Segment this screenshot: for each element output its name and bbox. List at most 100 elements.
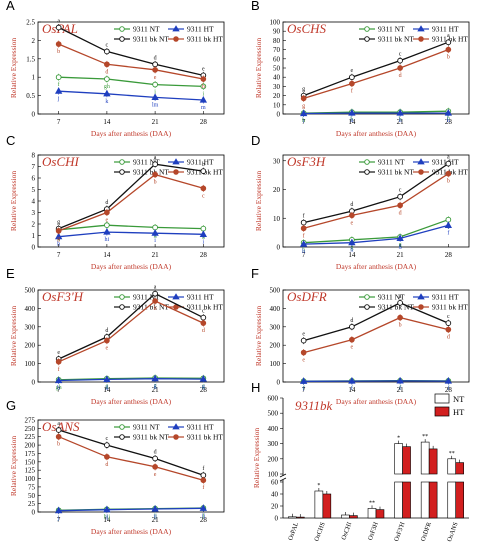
data-point xyxy=(54,376,63,384)
y-tick-label: 200 xyxy=(25,342,36,350)
legend-marker xyxy=(119,294,125,300)
x-axis-label: Days after anthesis (DAA) xyxy=(336,397,417,406)
plot-frame xyxy=(37,21,225,115)
series-line xyxy=(303,316,449,354)
bar xyxy=(447,458,457,475)
x-axis-label: Days after anthesis (DAA) xyxy=(336,129,417,138)
significance-letter: a xyxy=(57,421,60,427)
x-tick-label: 21 xyxy=(152,516,160,524)
legend-label: HT xyxy=(453,407,465,417)
data-point xyxy=(300,95,307,102)
y-tick-label: 60 xyxy=(271,479,279,487)
data-point xyxy=(397,300,403,306)
y-axis-label: Relative Expression xyxy=(254,38,263,98)
significance-letter: b xyxy=(447,179,450,185)
y-tick-label: 500 xyxy=(270,287,281,295)
data-point xyxy=(397,57,403,64)
x-tick-label: 21 xyxy=(397,251,405,259)
bar xyxy=(420,481,430,519)
legend-marker xyxy=(172,293,180,300)
significance-letter: c xyxy=(202,193,205,199)
bar xyxy=(394,443,403,475)
data-point xyxy=(397,65,403,71)
data-point xyxy=(200,83,207,90)
panel-h: H 100 200 300 400 500 600 0 20 40 60 Relative Expre… xyxy=(251,380,469,543)
significance-letter: h xyxy=(302,118,305,124)
y-tick-label: 100 xyxy=(25,475,36,483)
data-point xyxy=(445,46,452,53)
category-label: OsF3'H xyxy=(393,521,407,542)
axis-break-mark xyxy=(279,473,287,478)
significance-letter: f xyxy=(303,232,305,239)
data-point xyxy=(299,377,308,384)
data-point xyxy=(55,228,62,234)
y-axis-label: Relative Expression xyxy=(252,428,261,488)
y-tick-label: 6 xyxy=(32,175,36,183)
y-tick-label: 0 xyxy=(275,515,279,523)
x-axis-label: Days after anthesis (DAA) xyxy=(91,262,172,271)
significance-letter: d xyxy=(105,462,108,468)
x-axis-label: Days after anthesis (DAA) xyxy=(91,397,172,406)
x-tick-label: 14 xyxy=(103,516,111,524)
legend-label: 9311 HT xyxy=(187,158,214,167)
significance-letter: d xyxy=(350,318,353,324)
significance-letter: i xyxy=(154,238,156,244)
y-tick-label: 7 xyxy=(32,163,36,171)
significance-letter: f xyxy=(351,385,353,392)
gene-title: OsCHI xyxy=(42,154,80,169)
bar xyxy=(288,516,297,519)
plot-frame xyxy=(37,419,225,513)
legend-label: 9311 bk NT xyxy=(378,35,414,44)
legend-label: 9311 NT xyxy=(378,293,405,302)
gene-title: OsDFR xyxy=(287,289,327,304)
legend-label: 9311 HT xyxy=(187,25,214,34)
y-tick-label: 70 xyxy=(273,46,281,54)
y-tick-label: 30 xyxy=(273,157,281,165)
significance-letter: b xyxy=(57,442,60,448)
panel-letter: F xyxy=(251,266,259,281)
legend-marker xyxy=(364,159,370,165)
series-line xyxy=(58,173,204,232)
legend-marker xyxy=(418,169,424,175)
x-tick-label: 7 xyxy=(57,386,61,394)
chart-title: 9311bk xyxy=(295,398,333,413)
data-point xyxy=(396,376,404,384)
data-point xyxy=(396,109,404,116)
significance-mark: * xyxy=(397,436,400,442)
series-line xyxy=(303,224,449,245)
significance-letter: a xyxy=(447,155,450,161)
y-tick-label: 2 xyxy=(32,221,36,229)
significance-letter: e xyxy=(106,346,109,352)
data-point xyxy=(200,225,207,232)
significance-letter: g xyxy=(202,384,205,390)
data-point xyxy=(151,229,159,236)
x-tick-label: 28 xyxy=(200,251,208,259)
legend-marker xyxy=(173,169,179,175)
x-tick-label: 7 xyxy=(302,386,306,394)
legend-label: 9311 bk HT xyxy=(187,433,223,442)
significance-letter: f xyxy=(303,385,305,392)
significance-letter: h xyxy=(447,118,450,124)
legend-marker xyxy=(172,158,180,165)
significance-letter: g xyxy=(105,384,108,390)
significance-letter: b xyxy=(399,323,402,329)
legend-label: 9311 NT xyxy=(133,158,160,167)
y-tick-label: 20 xyxy=(273,92,281,100)
legend-label: 9311 bk NT xyxy=(378,168,414,177)
bar xyxy=(367,508,377,519)
gene-title: OsF3H xyxy=(287,154,326,169)
data-point xyxy=(349,80,355,87)
x-tick-label: 14 xyxy=(103,386,111,394)
data-point xyxy=(104,337,110,344)
data-point xyxy=(397,202,403,209)
legend-label: 9311 HT xyxy=(187,293,214,302)
x-tick-label: 28 xyxy=(445,386,453,394)
data-point xyxy=(104,222,110,229)
bar xyxy=(314,490,324,519)
y-tick-label: 10 xyxy=(273,101,281,109)
significance-letter: h xyxy=(57,242,60,248)
significance-letter: c xyxy=(399,188,402,194)
y-tick-label: 225 xyxy=(25,433,36,441)
y-tick-label: 25 xyxy=(28,500,36,508)
